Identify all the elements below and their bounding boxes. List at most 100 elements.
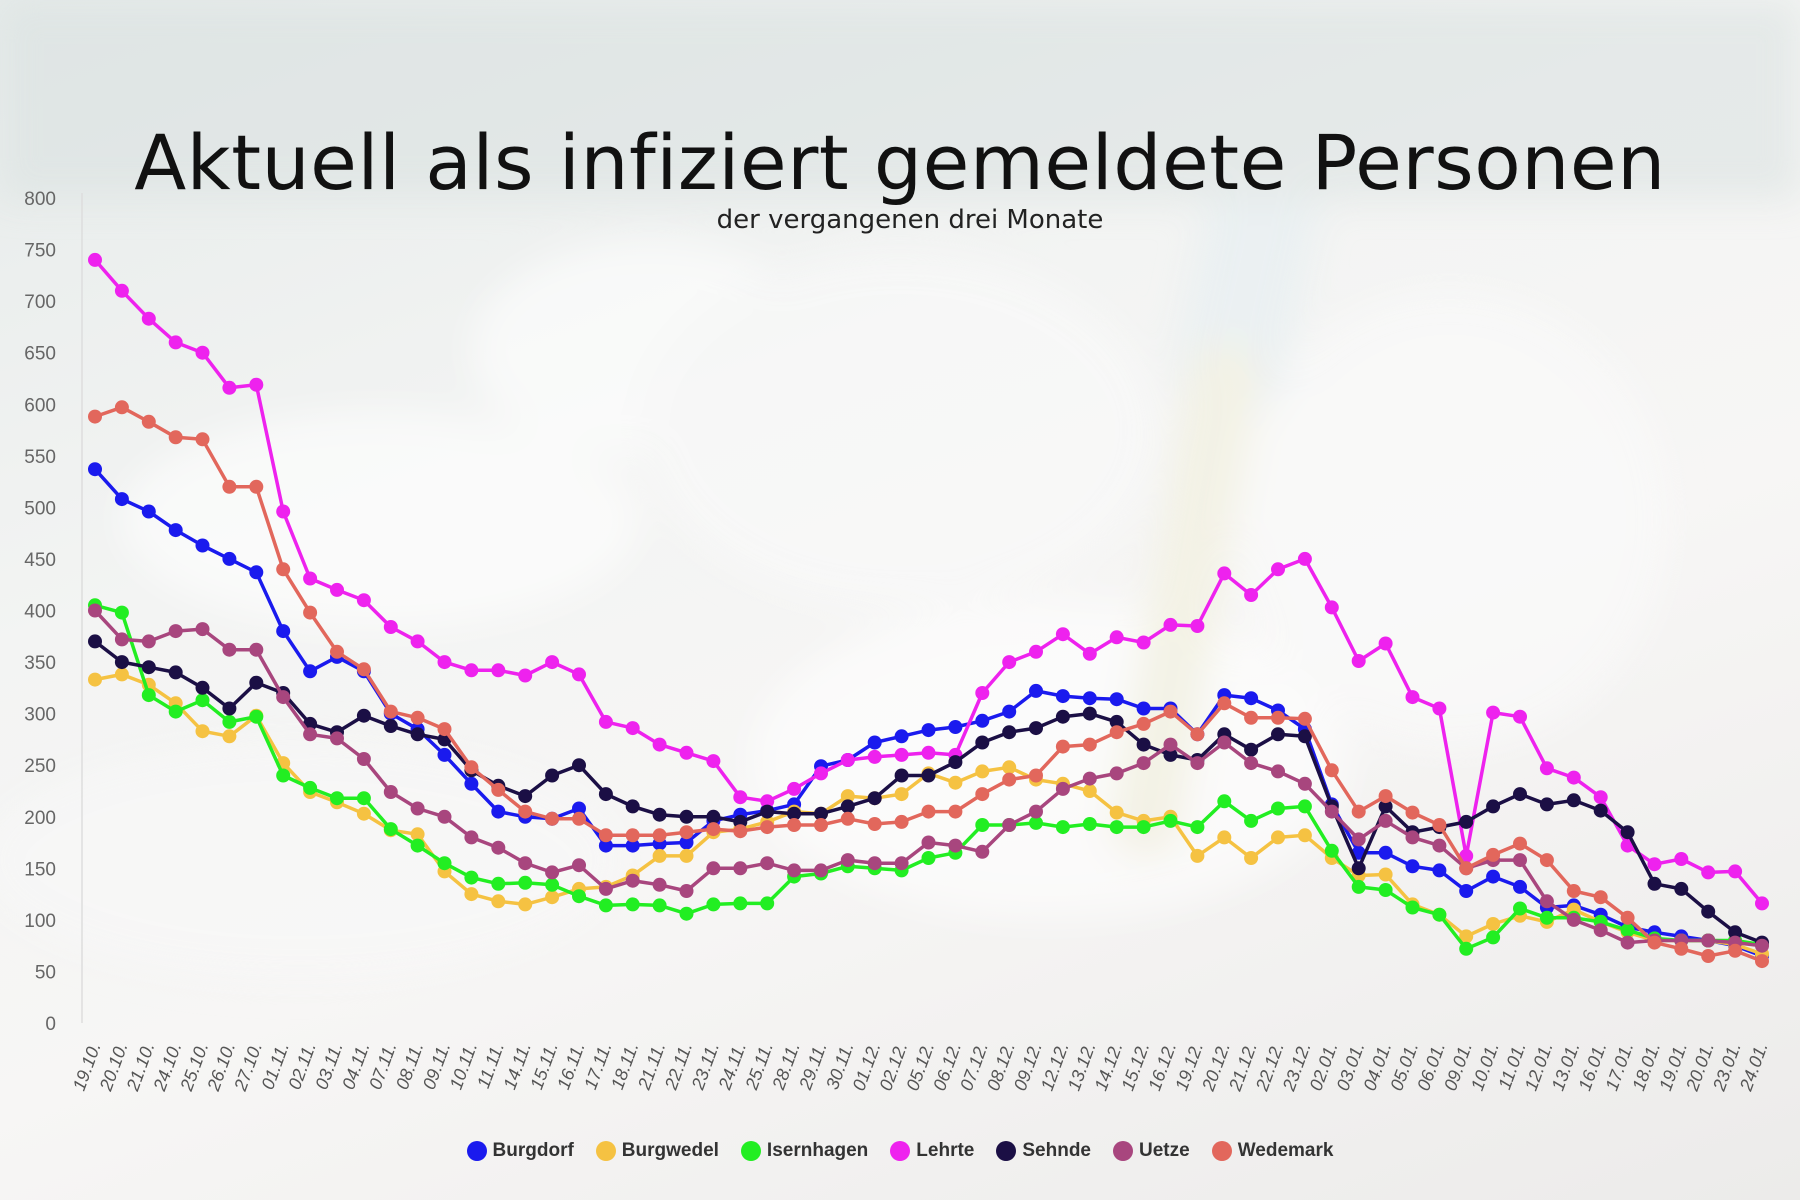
data-point[interactable] — [491, 804, 506, 819]
data-point[interactable] — [141, 688, 156, 703]
data-point[interactable] — [303, 571, 318, 586]
data-point[interactable] — [222, 642, 237, 657]
data-point[interactable] — [330, 582, 344, 597]
data-point[interactable] — [383, 785, 398, 799]
data-point[interactable] — [1109, 714, 1124, 729]
data-point[interactable] — [545, 811, 560, 826]
data-point[interactable] — [787, 818, 802, 832]
data-point[interactable] — [733, 861, 748, 876]
data-point[interactable] — [168, 704, 183, 719]
data-point[interactable] — [572, 758, 586, 773]
data-point[interactable] — [1566, 912, 1581, 927]
data-point[interactable] — [1271, 801, 1285, 816]
data-point[interactable] — [1029, 815, 1043, 830]
data-point[interactable] — [1082, 737, 1097, 752]
data-point[interactable] — [1029, 768, 1043, 783]
data-point[interactable] — [1620, 825, 1635, 840]
data-point[interactable] — [975, 713, 990, 728]
data-point[interactable] — [1539, 797, 1554, 812]
data-point[interactable] — [975, 787, 990, 802]
data-point[interactable] — [303, 605, 318, 620]
data-point[interactable] — [1136, 820, 1151, 835]
data-point[interactable] — [1513, 901, 1527, 916]
data-point[interactable] — [276, 768, 291, 783]
data-point[interactable] — [1029, 644, 1043, 659]
data-point[interactable] — [1566, 793, 1581, 808]
data-point[interactable] — [518, 804, 533, 819]
data-point[interactable] — [303, 780, 318, 795]
data-point[interactable] — [733, 896, 748, 911]
data-point[interactable] — [1082, 691, 1097, 706]
data-point[interactable] — [249, 709, 264, 724]
data-point[interactable] — [1244, 851, 1259, 865]
data-point[interactable] — [491, 840, 506, 855]
data-point[interactable] — [168, 665, 183, 680]
data-point[interactable] — [518, 856, 533, 871]
data-point[interactable] — [1271, 764, 1285, 779]
data-point[interactable] — [195, 693, 210, 708]
data-point[interactable] — [1190, 756, 1205, 771]
data-point[interactable] — [1163, 813, 1178, 828]
data-point[interactable] — [437, 747, 452, 762]
data-point[interactable] — [1674, 852, 1689, 866]
data-point[interactable] — [706, 822, 721, 837]
data-point[interactable] — [222, 701, 237, 716]
data-point[interactable] — [867, 817, 882, 831]
data-point[interactable] — [1593, 803, 1608, 818]
data-point[interactable] — [464, 776, 479, 791]
data-point[interactable] — [706, 809, 721, 824]
data-point[interactable] — [706, 754, 721, 769]
data-point[interactable] — [1217, 696, 1232, 711]
data-point[interactable] — [1378, 845, 1393, 860]
data-point[interactable] — [1620, 935, 1635, 950]
data-point[interactable] — [1136, 737, 1151, 752]
data-point[interactable] — [840, 799, 855, 814]
data-point[interactable] — [276, 562, 291, 577]
data-point[interactable] — [1405, 805, 1420, 820]
data-point[interactable] — [1055, 739, 1070, 754]
data-point[interactable] — [491, 782, 506, 797]
data-point[interactable] — [1082, 817, 1097, 831]
data-point[interactable] — [88, 462, 102, 477]
data-point[interactable] — [114, 492, 129, 507]
data-point[interactable] — [1163, 704, 1178, 719]
data-point[interactable] — [1055, 709, 1070, 724]
data-point[interactable] — [1109, 766, 1124, 781]
data-point[interactable] — [1755, 954, 1769, 969]
data-point[interactable] — [1432, 818, 1447, 832]
data-point[interactable] — [1297, 729, 1312, 744]
data-point[interactable] — [88, 634, 102, 649]
data-point[interactable] — [652, 877, 667, 892]
data-point[interactable] — [733, 790, 748, 805]
data-point[interactable] — [88, 252, 102, 267]
data-point[interactable] — [625, 873, 640, 888]
data-point[interactable] — [948, 838, 963, 853]
data-point[interactable] — [760, 794, 775, 809]
data-point[interactable] — [1109, 692, 1124, 707]
data-point[interactable] — [356, 708, 371, 723]
data-point[interactable] — [1244, 813, 1259, 828]
data-point[interactable] — [867, 735, 882, 750]
data-point[interactable] — [1513, 853, 1527, 868]
data-point[interactable] — [1190, 619, 1205, 633]
data-point[interactable] — [867, 856, 882, 871]
data-point[interactable] — [1136, 716, 1151, 731]
data-point[interactable] — [1297, 711, 1312, 726]
data-point[interactable] — [1002, 725, 1017, 740]
data-point[interactable] — [921, 851, 936, 865]
data-point[interactable] — [1486, 847, 1501, 862]
data-point[interactable] — [222, 729, 237, 744]
data-point[interactable] — [1378, 789, 1393, 804]
data-point[interactable] — [1217, 566, 1232, 581]
data-point[interactable] — [1136, 701, 1151, 716]
data-point[interactable] — [1539, 894, 1554, 909]
data-point[interactable] — [1620, 910, 1635, 925]
data-point[interactable] — [1055, 820, 1070, 835]
data-point[interactable] — [1566, 884, 1581, 898]
data-point[interactable] — [760, 804, 775, 819]
data-point[interactable] — [1271, 727, 1285, 742]
data-point[interactable] — [1002, 655, 1017, 670]
data-point[interactable] — [652, 807, 667, 822]
data-point[interactable] — [114, 400, 129, 415]
data-point[interactable] — [383, 620, 398, 634]
